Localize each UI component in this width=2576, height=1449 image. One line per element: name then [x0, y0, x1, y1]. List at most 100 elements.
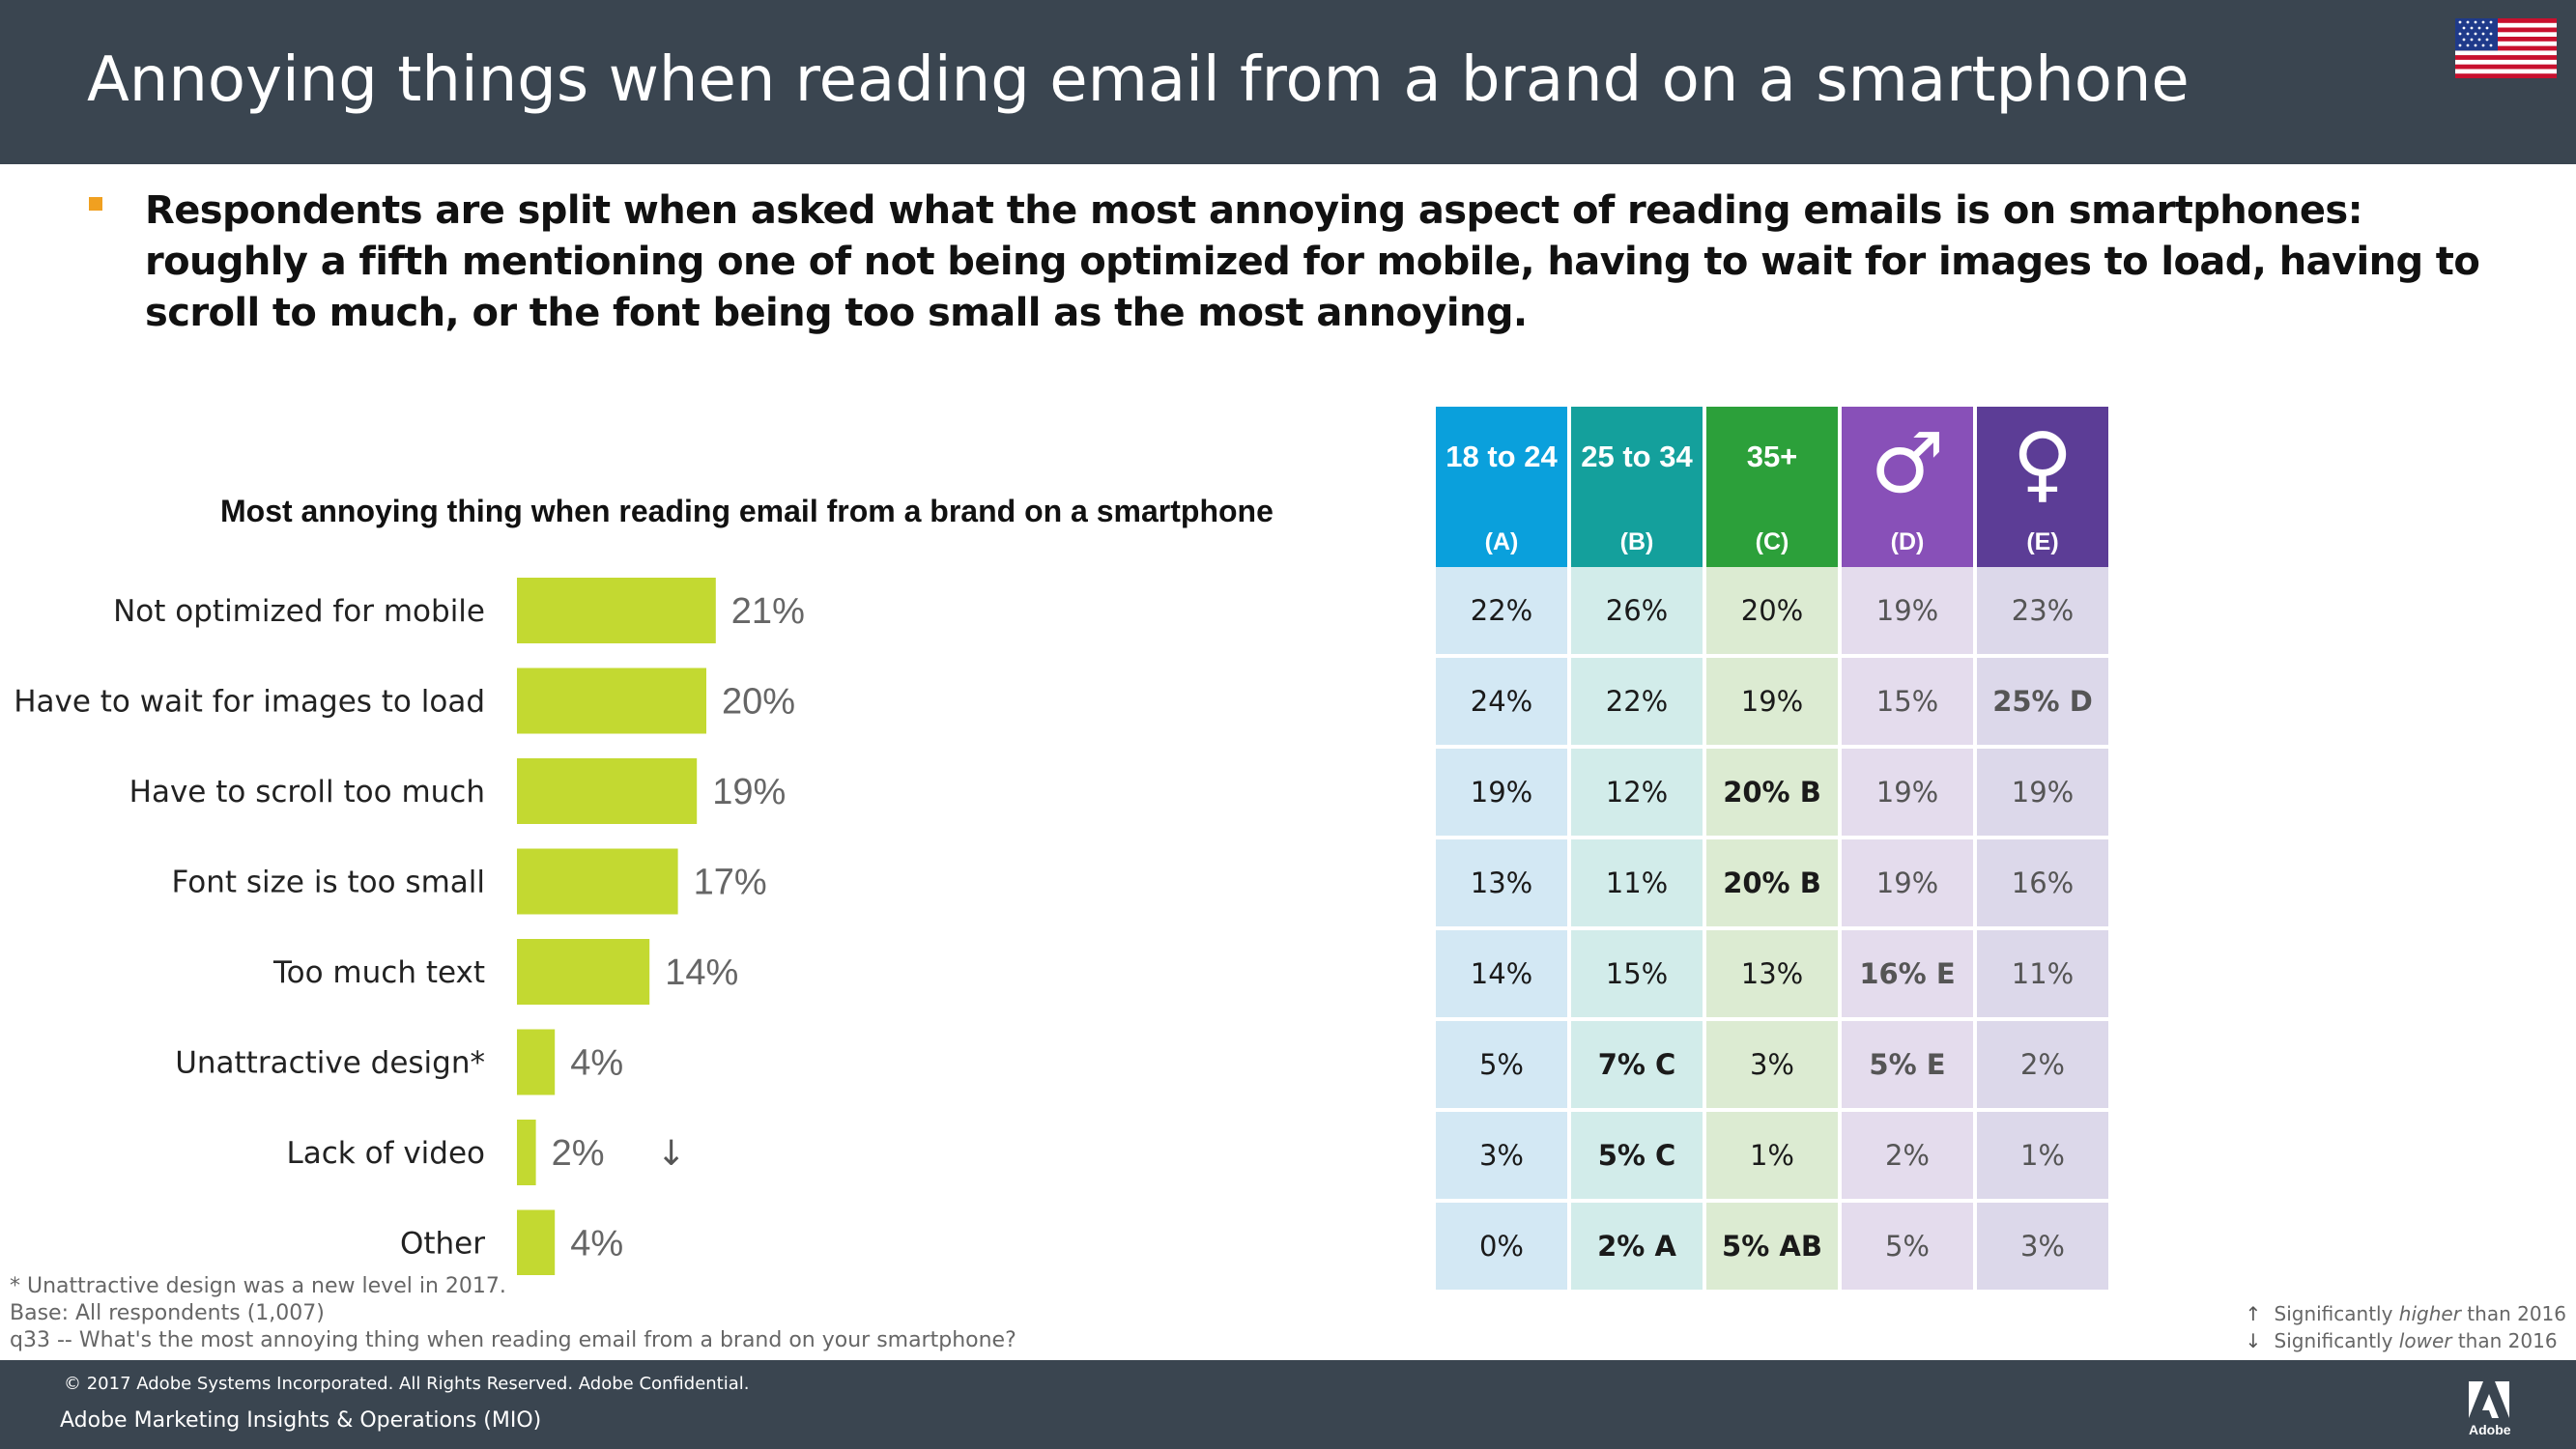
data-label: 19% [712, 772, 786, 812]
header-label: 25 to 34 [1581, 440, 1693, 473]
copyright-text: © 2017 Adobe Systems Incorporated. All R… [64, 1374, 750, 1394]
table-cell: 7% C [1571, 1021, 1703, 1112]
category-label: Font size is too small [172, 866, 485, 900]
segment-grid: 18 to 24 (A) 25 to 34 (B) 35+ (C) ♂ (D) ♀ (E) 22%… [1432, 407, 2112, 1293]
down-arrow-icon: ↓ [657, 1134, 686, 1174]
table-cell: 22% [1571, 658, 1703, 749]
table-row: 3% 5% C 1% 2% 1% [1436, 1112, 2108, 1203]
table-row: 13% 11% 20% B 19% 16% [1436, 839, 2108, 930]
table-cell: 14% [1436, 930, 1567, 1021]
legend-higher-em: higher [2398, 1302, 2461, 1325]
header-label: 35+ [1746, 440, 1798, 473]
table-row: 5% 7% C 3% 5% E 2% [1436, 1021, 2108, 1112]
header-code: (E) [2026, 528, 2059, 555]
category-label: Lack of video [286, 1136, 485, 1171]
bar [517, 758, 698, 824]
table-cell: 2% [1842, 1112, 1973, 1203]
bar [517, 1209, 556, 1275]
data-label: 17% [694, 863, 767, 903]
legend-higher: ↑ Significantly higher than 2016 [2246, 1300, 2567, 1327]
table-body: 22% 26% 20% 19% 23% 24% 22% 19% 15% 25% D 19% 12% 20… [1436, 567, 2108, 1293]
table-header-2: 35+ (C) [1706, 407, 1838, 567]
significance-legend: ↑ Significantly higher than 2016 ↓ Signifi… [2246, 1300, 2567, 1354]
table-cell: 19% [1436, 749, 1567, 839]
legend-higher-post: than 2016 [2460, 1302, 2566, 1325]
table-cell: 15% [1842, 658, 1973, 749]
data-label: 4% [570, 1224, 623, 1264]
table-row: 14% 15% 13% 16% E 11% [1436, 930, 2108, 1021]
table-row: 0% 2% A 5% AB 5% 3% [1436, 1203, 2108, 1293]
chart-title: Most annoying thing when reading email f… [220, 494, 1274, 528]
data-label: 20% [722, 682, 795, 723]
down-arrow-icon: ↓ [2245, 1329, 2262, 1352]
data-label: 2% [552, 1133, 605, 1174]
legend-higher-pre: Significantly [2274, 1302, 2399, 1325]
table-cell: 24% [1436, 658, 1567, 749]
table-header-1: 25 to 34 (B) [1571, 407, 1703, 567]
data-label: 21% [731, 591, 805, 632]
us-flag-icon [2455, 18, 2557, 78]
table-row: 19% 12% 20% B 19% 19% [1436, 749, 2108, 839]
table-cell: 19% [1706, 658, 1838, 749]
segment-table: 18 to 24 (A) 25 to 34 (B) 35+ (C) ♂ (D) ♀ (E) 22%… [1432, 407, 2112, 1293]
table-cell: 2% [1977, 1021, 2108, 1112]
legend-lower: ↓ Significantly lower than 2016 [2246, 1327, 2567, 1354]
bar [517, 848, 678, 915]
header-label: 18 to 24 [1445, 440, 1558, 473]
table-cell: 1% [1706, 1112, 1838, 1203]
header-code: (B) [1619, 528, 1654, 555]
bullet-marker [89, 197, 102, 211]
category-label: Not optimized for mobile [113, 594, 485, 629]
table-header-0: 18 to 24 (A) [1436, 407, 1567, 567]
table-row: 22% 26% 20% 19% 23% [1436, 567, 2108, 658]
table-header-4: ♀ (E) [1977, 407, 2108, 567]
table-cell: 15% [1571, 930, 1703, 1021]
legend-lower-em: lower [2398, 1329, 2452, 1352]
table-row: 24% 22% 19% 15% 25% D [1436, 658, 2108, 749]
table-cell: 16% E [1842, 930, 1973, 1021]
bar [517, 939, 650, 1005]
table-cell: 5% [1842, 1203, 1973, 1293]
category-label: Have to scroll too much [129, 775, 485, 810]
summary-bullet: Respondents are split when asked what th… [145, 188, 2480, 335]
up-arrow-icon: ↑ [2245, 1302, 2262, 1325]
table-cell: 11% [1977, 930, 2108, 1021]
page-title: Annoying things when reading email from … [87, 44, 2190, 116]
table-cell: 1% [1977, 1112, 2108, 1203]
footnotes: * Unattractive design was a new level in… [10, 1273, 1016, 1354]
data-label: 4% [570, 1043, 623, 1084]
male-symbol-icon: ♂ [1870, 415, 1945, 512]
table-cell: 5% [1436, 1021, 1567, 1112]
header-code: (C) [1755, 528, 1789, 555]
table-cell: 5% AB [1706, 1203, 1838, 1293]
footer-bar: © 2017 Adobe Systems Incorporated. All R… [0, 1360, 2576, 1449]
table-cell: 26% [1571, 567, 1703, 658]
header-code: (A) [1484, 528, 1519, 555]
table-cell: 19% [1842, 749, 1973, 839]
table-cell: 11% [1571, 839, 1703, 930]
bar [517, 578, 716, 643]
table-header-row: 18 to 24 (A) 25 to 34 (B) 35+ (C) ♂ (D) ♀ (E) [1436, 407, 2108, 567]
note-question: q33 -- What's the most annoying thing wh… [10, 1328, 1016, 1352]
category-label: Too much text [272, 955, 485, 990]
category-label: Unattractive design* [175, 1046, 485, 1081]
adobe-logo-text: Adobe [2469, 1422, 2511, 1437]
table-cell: 2% A [1571, 1203, 1703, 1293]
legend-lower-post: than 2016 [2451, 1329, 2558, 1352]
bar-chart: Not optimized for mobile 21% Have to wait … [14, 578, 805, 1275]
table-cell: 22% [1436, 567, 1567, 658]
table-cell: 19% [1842, 567, 1973, 658]
table-cell: 0% [1436, 1203, 1567, 1293]
table-cell: 20% [1706, 567, 1838, 658]
bar [517, 1120, 536, 1185]
table-cell: 3% [1436, 1112, 1567, 1203]
note-new-level: * Unattractive design was a new level in… [10, 1274, 506, 1298]
table-cell: 23% [1977, 567, 2108, 658]
table-cell: 13% [1436, 839, 1567, 930]
category-label: Have to wait for images to load [14, 685, 485, 720]
table-cell: 16% [1977, 839, 2108, 930]
bar [517, 1029, 556, 1095]
table-header-3: ♂ (D) [1842, 407, 1973, 567]
header-bar: Annoying things when reading email from … [0, 0, 2576, 164]
table-cell: 20% B [1706, 749, 1838, 839]
